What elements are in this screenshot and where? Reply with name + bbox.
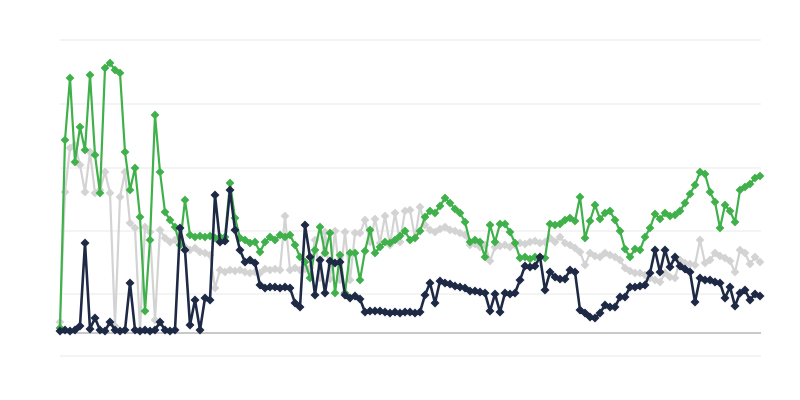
dark-navy-series — [55, 185, 765, 336]
light-gray-series — [55, 140, 765, 335]
green-series — [55, 58, 765, 333]
